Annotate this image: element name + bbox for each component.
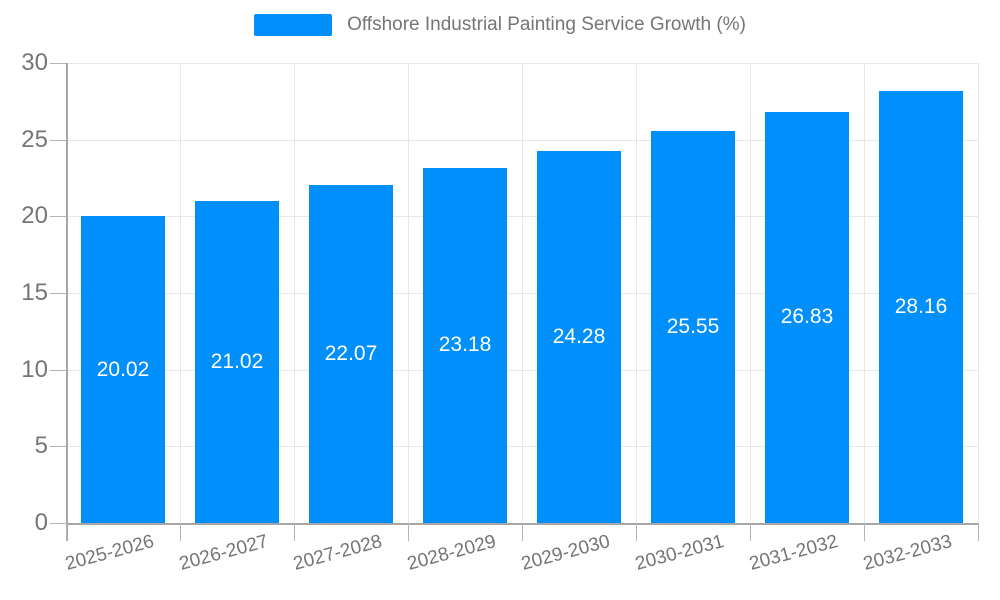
y-axis-tick-label: 20	[21, 202, 48, 230]
x-axis-category-label: 2032-2033	[861, 531, 955, 575]
gridline-vertical	[636, 63, 637, 523]
gridline-vertical	[750, 63, 751, 523]
bar-2030-2031[interactable]: 25.55	[651, 131, 735, 523]
x-axis-tick	[294, 523, 295, 541]
bar-2028-2029[interactable]: 23.18	[423, 167, 507, 523]
gridline-vertical	[522, 63, 523, 523]
y-axis-tick	[50, 139, 66, 141]
y-axis-tick-label: 0	[34, 509, 48, 536]
x-axis-category-label: 2025-2026	[63, 531, 157, 575]
gridline-vertical	[978, 63, 979, 523]
bar-2027-2028[interactable]: 22.07	[309, 184, 393, 523]
y-axis-tick-label: 15	[21, 279, 48, 306]
bar-value-label: 25.55	[666, 315, 720, 339]
bar-2029-2030[interactable]: 24.28	[537, 150, 621, 523]
y-axis-tick	[50, 216, 66, 218]
bar-value-label: 22.07	[324, 341, 378, 365]
bar-2031-2032[interactable]: 26.83	[765, 111, 849, 523]
y-axis-tick	[50, 523, 66, 524]
x-axis-category-label: 2028-2029	[405, 531, 499, 575]
x-axis-tick	[408, 523, 409, 541]
bar-value-label: 24.28	[552, 324, 606, 348]
y-axis-tick	[50, 63, 66, 64]
bar-2026-2027[interactable]: 21.02	[195, 200, 279, 523]
x-axis-category-label: 2031-2032	[747, 531, 841, 575]
x-axis-tick	[636, 523, 637, 541]
y-axis-tick-label: 5	[34, 432, 48, 460]
x-axis-category-label: 2027-2028	[291, 531, 385, 575]
x-axis-tick	[978, 523, 979, 541]
y-axis-tick-label: 30	[21, 49, 48, 76]
bar-value-label: 28.16	[894, 295, 948, 319]
gridline-vertical	[408, 63, 409, 523]
y-axis-tick	[50, 293, 66, 294]
gridline-vertical	[180, 63, 181, 523]
legend-series-label: Offshore Industrial Painting Service Gro…	[347, 14, 746, 35]
legend-color-swatch-icon	[254, 14, 333, 36]
chart-legend[interactable]: Offshore Industrial Painting Service Gro…	[0, 14, 1000, 36]
bar-value-label: 26.83	[780, 305, 834, 329]
y-axis-tick-label: 25	[21, 125, 48, 153]
bar-2025-2026[interactable]: 20.02	[81, 216, 165, 523]
y-axis-line	[66, 63, 68, 541]
bar-value-label: 20.02	[96, 357, 150, 381]
x-axis-tick	[522, 523, 523, 541]
bar-2032-2033[interactable]: 28.16	[879, 91, 963, 523]
bar-value-label: 21.02	[210, 349, 264, 373]
x-axis-tick	[750, 523, 751, 541]
x-axis-category-label: 2029-2030	[519, 531, 613, 575]
bar-value-label: 23.18	[438, 333, 492, 357]
x-axis-category-label: 2026-2027	[177, 531, 271, 575]
gridline-vertical	[294, 63, 295, 523]
x-axis-tick	[66, 523, 67, 541]
x-axis-tick	[864, 523, 865, 541]
x-axis-category-label: 2030-2031	[633, 531, 727, 575]
y-axis-tick-label: 10	[21, 355, 48, 383]
y-axis-tick	[50, 369, 66, 371]
x-axis-tick	[180, 523, 181, 541]
gridline-vertical	[864, 63, 865, 523]
y-axis-tick	[50, 446, 66, 448]
